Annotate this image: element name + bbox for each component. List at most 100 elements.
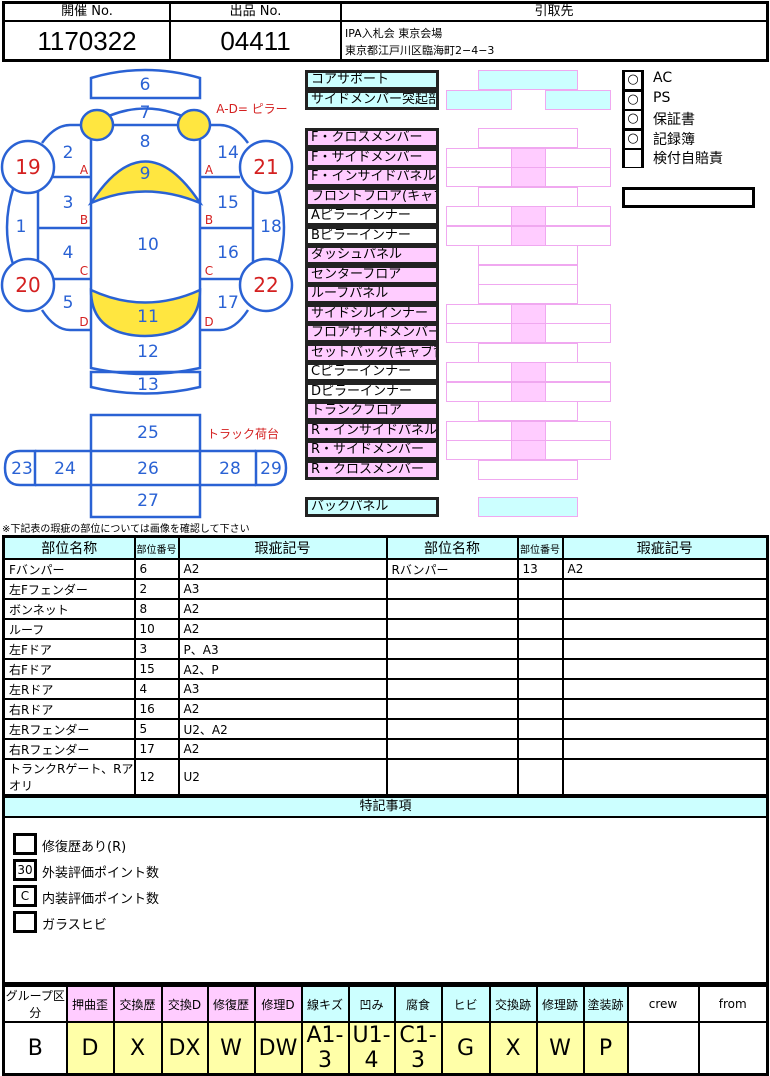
tire-22[interactable]: 22 [253, 273, 278, 297]
frame-part-center-cell[interactable] [478, 128, 578, 148]
frame-part-middle-cell[interactable] [511, 362, 546, 382]
panel-10[interactable]: 10 [137, 235, 159, 255]
frame-part-left-cell[interactable] [446, 323, 512, 343]
panel-17[interactable]: 17 [217, 293, 239, 313]
notes-checkbox[interactable]: C [13, 885, 37, 907]
notes-checkbox[interactable]: 30 [13, 859, 37, 881]
frame-part-right-cell[interactable] [545, 225, 611, 246]
panel-11[interactable]: 11 [137, 307, 159, 327]
frame-part-center-cell[interactable] [478, 264, 578, 285]
frame-part-right-cell[interactable] [545, 167, 611, 187]
frame-part-middle-cell[interactable] [511, 167, 546, 187]
panel-6[interactable]: 6 [140, 75, 151, 95]
panel-5[interactable]: 5 [63, 293, 74, 313]
frame-part-center-cell[interactable] [478, 401, 578, 421]
damage-table: 部位名称 部位番号 瑕疵記号 部位名称 部位番号 瑕疵記号 Fバンパー 6 A2 Rバンパー 13… [2, 535, 769, 797]
panel-9[interactable]: 9 [140, 164, 151, 184]
panel-1[interactable]: 1 [16, 217, 27, 237]
panel-28[interactable]: 28 [219, 459, 241, 479]
panel-23[interactable]: 23 [11, 459, 33, 479]
tire-21[interactable]: 21 [253, 155, 278, 179]
equipment-checkbox[interactable]: ○ [622, 128, 644, 149]
equipment-checkbox[interactable]: ○ [622, 109, 644, 130]
frame-part-left-cell[interactable] [446, 303, 512, 324]
panel-8[interactable]: 8 [140, 132, 151, 152]
frame-part-left-cell[interactable] [446, 362, 512, 382]
panel-16[interactable]: 16 [217, 243, 239, 263]
pickup-label: 引取先 [342, 4, 766, 22]
frame-part-left-cell[interactable] [446, 420, 512, 441]
frame-part-middle-cell[interactable] [511, 420, 546, 441]
frame-part-left-cell[interactable] [446, 440, 512, 460]
frame-part-center-cell[interactable] [478, 284, 578, 304]
panel-27[interactable]: 27 [137, 491, 159, 511]
frame-part-center-cell[interactable] [478, 70, 578, 90]
frame-part-middle-cell[interactable] [511, 381, 546, 402]
legend-header: 塗装跡 [582, 984, 629, 1023]
part-number: 17 [133, 738, 180, 760]
part-number: 2 [133, 578, 180, 600]
damage-code [561, 678, 769, 700]
notes-label: 修復歴あり(R) [42, 840, 127, 855]
frame-part-right-cell[interactable] [545, 362, 611, 382]
frame-part-middle-cell[interactable] [511, 303, 546, 324]
panel-18[interactable]: 18 [260, 217, 282, 237]
frame-part-center-cell[interactable] [478, 186, 578, 207]
panel-3[interactable]: 3 [63, 193, 74, 213]
panel-25[interactable]: 25 [137, 423, 159, 443]
damage-code: A2 [177, 698, 388, 720]
frame-part-middle-cell[interactable] [511, 440, 546, 460]
frame-part-center-cell[interactable] [478, 342, 578, 363]
tire-20[interactable]: 20 [15, 273, 40, 297]
frame-part-label: バックパネル [305, 497, 439, 517]
frame-part-right-cell[interactable] [545, 147, 611, 168]
equipment-checkbox[interactable] [622, 148, 644, 169]
left-side-outline [5, 123, 91, 332]
pillar-b-left: B [80, 213, 88, 227]
frame-part-center-cell[interactable] [478, 245, 578, 265]
legend-value: DX [160, 1021, 209, 1076]
frame-part-right-cell[interactable] [545, 206, 611, 226]
frame-part-center-cell[interactable] [478, 497, 578, 517]
tire-19[interactable]: 19 [15, 155, 40, 179]
frame-part-right-cell[interactable] [545, 303, 611, 324]
frame-part-left-cell[interactable] [446, 89, 512, 110]
pickup-line1: IPA入札会 東京会場 [345, 27, 443, 40]
table-row: Fバンパー 6 A2 Rバンパー 13 A2 [2, 558, 769, 580]
frame-part-left-cell[interactable] [446, 167, 512, 187]
frame-part-center-cell[interactable] [478, 459, 578, 480]
notes-checkbox[interactable] [13, 911, 37, 933]
legend-value: P [582, 1021, 629, 1076]
panel-12[interactable]: 12 [137, 342, 159, 362]
damage-code [561, 638, 769, 660]
frame-part-label: Bピラーインナー [305, 225, 439, 246]
table-header: 部位番号 [516, 535, 564, 560]
panel-13[interactable]: 13 [137, 375, 159, 395]
right-side-outline [200, 123, 286, 332]
panel-26[interactable]: 26 [137, 459, 159, 479]
frame-part-left-cell[interactable] [446, 147, 512, 168]
panel-24[interactable]: 24 [54, 459, 76, 479]
frame-part-middle-cell[interactable] [511, 147, 546, 168]
frame-part-right-cell[interactable] [545, 381, 611, 402]
damage-code: U2、A2 [177, 718, 388, 740]
frame-part-left-cell[interactable] [446, 206, 512, 226]
equipment-checkbox[interactable]: ○ [622, 89, 644, 110]
frame-part-middle-cell[interactable] [511, 225, 546, 246]
frame-part-right-cell[interactable] [545, 420, 611, 441]
frame-part-left-cell[interactable] [446, 225, 512, 246]
panel-4[interactable]: 4 [63, 243, 74, 263]
frame-part-right-cell[interactable] [545, 89, 611, 110]
frame-part-right-cell[interactable] [545, 440, 611, 460]
panel-2[interactable]: 2 [63, 143, 74, 163]
frame-part-right-cell[interactable] [545, 323, 611, 343]
panel-29[interactable]: 29 [260, 459, 282, 479]
frame-part-left-cell[interactable] [446, 381, 512, 402]
frame-part-middle-cell[interactable] [511, 323, 546, 343]
panel-14[interactable]: 14 [217, 143, 239, 163]
notes-checkbox[interactable] [13, 833, 37, 855]
panel-7[interactable]: 7 [140, 103, 151, 123]
panel-15[interactable]: 15 [217, 193, 239, 213]
equipment-checkbox[interactable]: ○ [622, 70, 644, 90]
frame-part-middle-cell[interactable] [511, 206, 546, 226]
